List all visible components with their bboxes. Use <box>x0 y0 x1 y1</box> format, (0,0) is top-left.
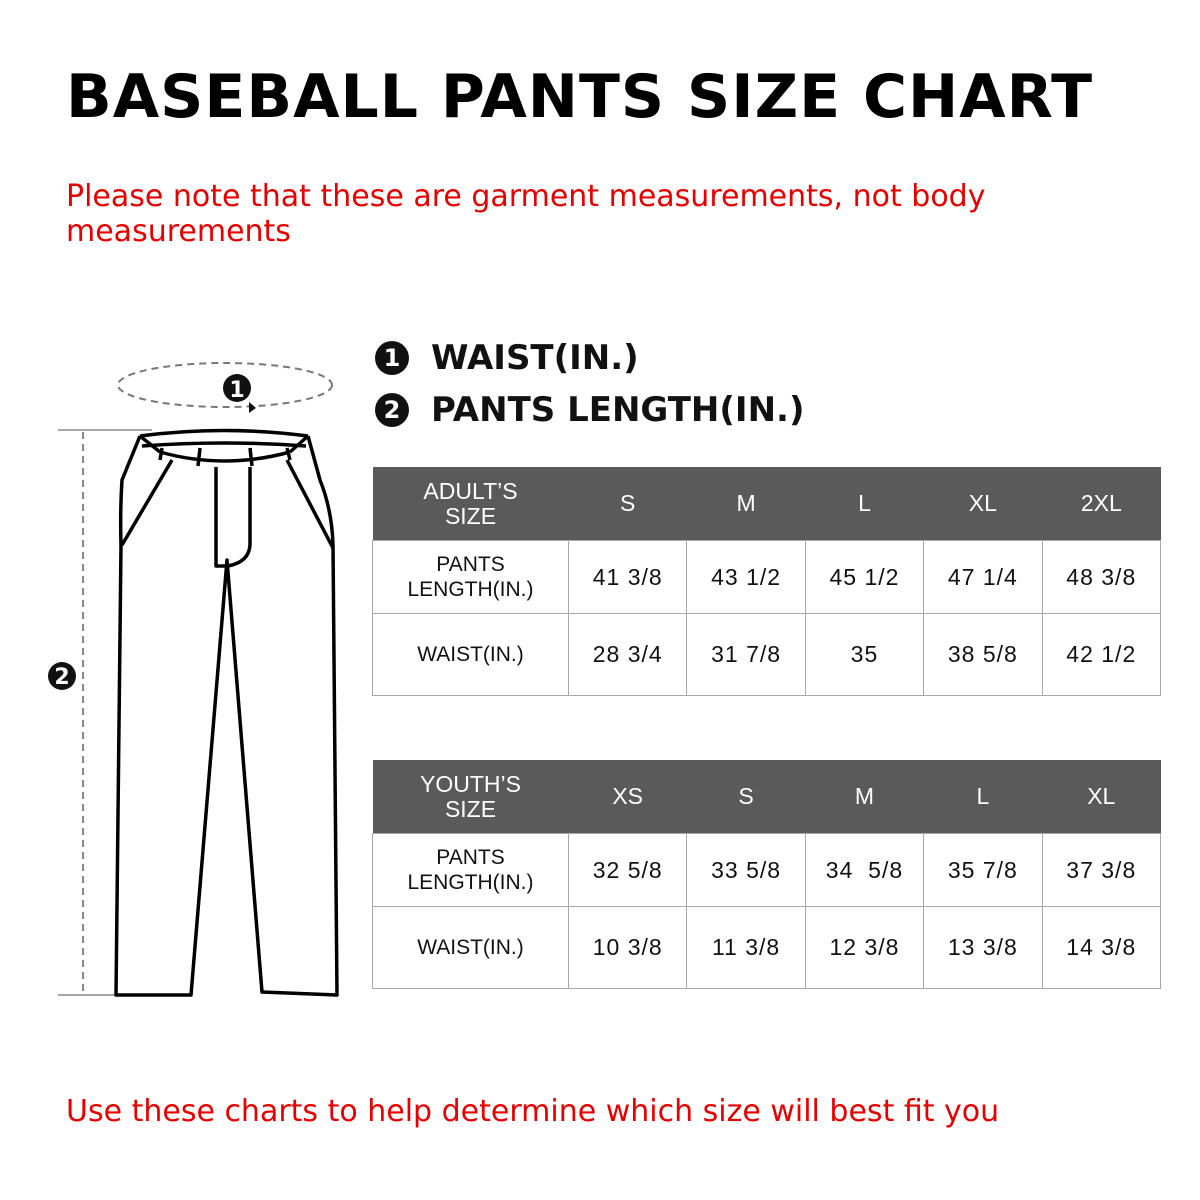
table-row: WAIST(IN.) 10 3/8 11 3/8 12 3/8 13 3/8 1… <box>372 906 1162 989</box>
row-label: WAIST(IN.) <box>372 906 569 989</box>
table-cell: 31 7/8 <box>686 613 806 696</box>
table-cell: 48 3/8 <box>1041 540 1162 614</box>
table-cell: 45 1/2 <box>804 540 925 614</box>
note-line-1: Please note that these are garment measu… <box>66 179 986 214</box>
number-1-badge: 1 <box>375 341 409 375</box>
number-1-text: 1 <box>229 378 244 403</box>
number-2-text: 2 <box>54 665 69 690</box>
table-cell: 47 1/4 <box>923 540 1043 614</box>
header-cell: M <box>805 760 924 834</box>
pants-diagram: 1 2 <box>48 362 339 997</box>
number-2-badge: 2 <box>375 393 409 427</box>
table-header-row: YOUTH’S SIZE XS S M L XL <box>372 760 1161 834</box>
row-label: WAIST(IN.) <box>372 613 569 696</box>
table-cell: 38 5/8 <box>923 613 1043 696</box>
table-cell: 28 3/4 <box>567 613 688 696</box>
row-label: PANTS LENGTH(IN.) <box>372 540 569 614</box>
table-cell: 14 3/8 <box>1041 906 1162 989</box>
adult-size-table: ADULT’S SIZE S M L XL 2XL PANTS LENGTH(I… <box>372 467 1162 696</box>
legend-label: WAIST(IN.) <box>431 338 639 378</box>
table-cell: 12 3/8 <box>804 906 925 989</box>
header-cell: 2XL <box>1042 467 1161 541</box>
table-cell: 13 3/8 <box>923 906 1043 989</box>
arrow-icon <box>249 402 256 413</box>
header-cell: YOUTH’S SIZE <box>372 760 569 834</box>
legend-label: PANTS LENGTH(IN.) <box>431 390 805 430</box>
table-cell: 10 3/8 <box>567 906 688 989</box>
pants-outline <box>114 428 339 997</box>
table-cell: 34 5/8 <box>804 833 925 907</box>
table-row: PANTS LENGTH(IN.) 32 5/8 33 5/8 34 5/8 3… <box>372 833 1162 907</box>
table-row: PANTS LENGTH(IN.) 41 3/8 43 1/2 45 1/2 4… <box>372 540 1162 614</box>
header-cell: XS <box>568 760 687 834</box>
number-1-marker <box>223 374 251 402</box>
page-title: BASEBALL PANTS SIZE CHART <box>66 62 1094 132</box>
table-cell: 11 3/8 <box>686 906 806 989</box>
youth-size-table: YOUTH’S SIZE XS S M L XL PANTS LENGTH(IN… <box>372 760 1162 989</box>
header-cell: M <box>686 467 806 541</box>
footer-note: Use these charts to help determine which… <box>66 1094 1000 1129</box>
legend-length: 2 PANTS LENGTH(IN.) <box>375 390 805 430</box>
header-cell: ADULT’S SIZE <box>372 467 569 541</box>
number-2-marker <box>48 662 76 690</box>
table-row: WAIST(IN.) 28 3/4 31 7/8 35 38 5/8 42 1/… <box>372 613 1162 696</box>
legend-waist: 1 WAIST(IN.) <box>375 338 639 378</box>
table-cell: 43 1/2 <box>686 540 806 614</box>
table-cell: 32 5/8 <box>567 833 688 907</box>
header-cell: XL <box>923 467 1043 541</box>
waist-measure-ellipse <box>117 362 333 408</box>
table-cell: 41 3/8 <box>567 540 688 614</box>
table-cell: 35 7/8 <box>923 833 1043 907</box>
header-cell: L <box>805 467 924 541</box>
table-cell: 33 5/8 <box>686 833 806 907</box>
table-cell: 37 3/8 <box>1041 833 1162 907</box>
table-cell: 42 1/2 <box>1041 613 1162 696</box>
header-cell: S <box>568 467 687 541</box>
header-cell: S <box>686 760 806 834</box>
header-cell: L <box>923 760 1043 834</box>
table-cell: 35 <box>804 613 925 696</box>
header-cell: XL <box>1042 760 1161 834</box>
note-line-2: measurements <box>66 214 291 249</box>
table-header-row: ADULT’S SIZE S M L XL 2XL <box>372 467 1161 541</box>
row-label: PANTS LENGTH(IN.) <box>372 833 569 907</box>
